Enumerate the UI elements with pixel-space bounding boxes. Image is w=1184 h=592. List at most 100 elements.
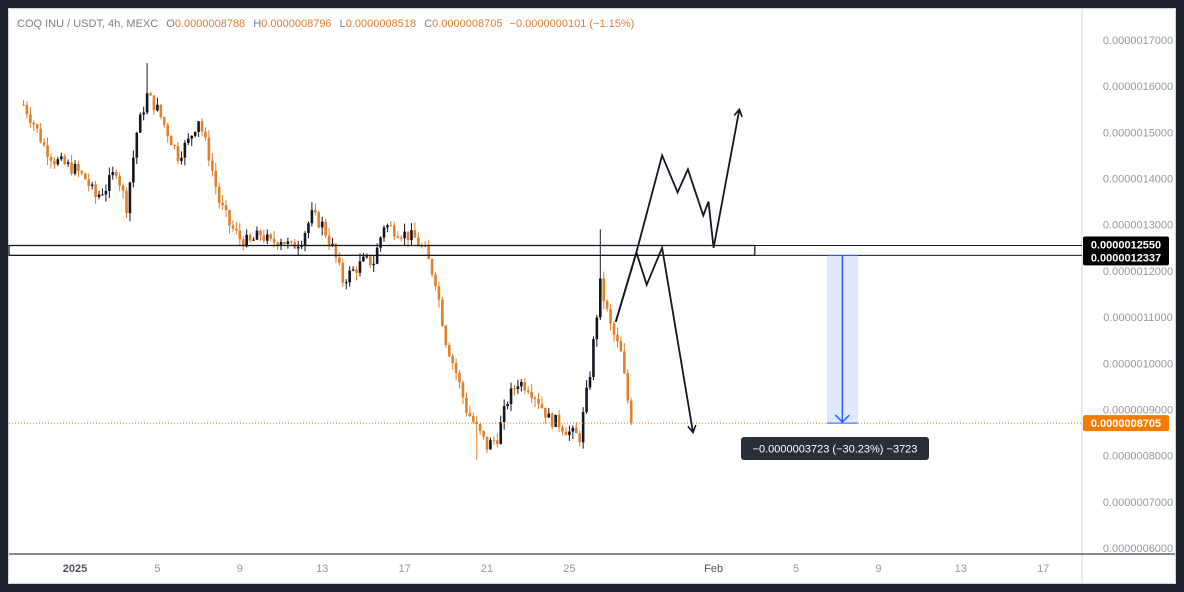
candle-body [368, 256, 372, 266]
candle-body [530, 392, 533, 398]
candle-body [592, 339, 595, 377]
candle-body [39, 128, 42, 143]
legend-high: 0.0000008796 [261, 18, 332, 30]
candle-body [32, 122, 36, 125]
candle-body [193, 131, 197, 136]
candle-body [496, 440, 499, 444]
price-tick-label: 0.0000007000 [1103, 497, 1173, 509]
candle-body [265, 234, 269, 241]
time-tick-label: 5 [154, 563, 160, 575]
candle-body [327, 235, 331, 245]
candle-body [564, 431, 568, 436]
candle-body [324, 221, 327, 236]
candle-body [190, 135, 194, 139]
zone-bottom-price-tag-box [1083, 249, 1169, 266]
candle-body [53, 160, 56, 165]
time-tick-label: 9 [237, 563, 243, 575]
candle-body [262, 235, 266, 241]
candle-body [623, 351, 626, 374]
price-tick-label: 0.0000014000 [1103, 174, 1173, 186]
candle-body [362, 256, 365, 262]
candle-body [317, 212, 321, 228]
candle-body [465, 397, 468, 413]
candle-body [355, 269, 358, 273]
candle-body [279, 242, 283, 246]
candle-body [492, 440, 496, 442]
candle-body [248, 234, 252, 241]
candle-body [56, 159, 60, 165]
candle-body [547, 413, 551, 418]
candle-body [475, 421, 478, 425]
candle-body [550, 413, 554, 427]
candle-body [169, 136, 173, 146]
measure-label: −0.0000003723 (−30.23%) −3723 [753, 444, 918, 456]
candle-body [520, 382, 523, 387]
time-tick-label: 25 [563, 563, 575, 575]
candle-body [135, 132, 139, 158]
candle-body [283, 242, 286, 244]
zone-top-price-tag: 0.0000012550 [1091, 240, 1161, 252]
legend-change: −0.0000000101 (−1.15%) [509, 18, 635, 30]
candle-body [571, 427, 575, 432]
candle-body [307, 223, 310, 234]
candle-body [145, 93, 149, 113]
time-tick-label: 5 [793, 563, 799, 575]
legend-open: 0.0000008788 [174, 18, 246, 30]
price-tick-label: 0.0000011000 [1103, 312, 1173, 324]
chart-frame: COQ INU / USDT, 4h, MEXC O0.0000008788 H… [8, 8, 1176, 584]
candle-body [118, 175, 121, 186]
candle-body [176, 146, 180, 161]
price-tick-label: 0.0000009000 [1103, 404, 1173, 416]
candle-body [173, 145, 176, 147]
candle-body [605, 301, 609, 309]
candle-body [602, 278, 606, 302]
candle-body [108, 175, 111, 191]
candle-body [80, 170, 84, 174]
candle-body [389, 225, 393, 227]
candle-body [259, 230, 262, 236]
candle-body [526, 390, 530, 393]
zone-top-price-tag-box [1083, 236, 1169, 253]
candle-body [540, 403, 544, 408]
candle-body [489, 440, 492, 450]
bullish-scenario-arrow [614, 107, 743, 322]
candle-body [386, 225, 389, 228]
candle-body [159, 104, 163, 118]
candle-body [94, 184, 97, 198]
candle-body [29, 114, 32, 123]
legend-low: 0.0000008518 [345, 18, 417, 30]
candle-body [482, 430, 485, 437]
legend-open-key: O [166, 18, 175, 30]
candle-body [427, 246, 430, 260]
candle-body [595, 317, 599, 340]
legend-close-key: C [424, 18, 433, 30]
candle-body [197, 121, 200, 132]
candle-body [70, 162, 73, 174]
candle-body [544, 407, 547, 418]
candle-body [396, 236, 400, 238]
candle-body [238, 230, 242, 240]
candle-body [533, 397, 537, 400]
bearish-scenario-arrow [614, 244, 697, 435]
candle-body [348, 270, 351, 283]
candle-body [138, 114, 142, 133]
candle-body [554, 414, 557, 427]
candle-body [314, 210, 317, 213]
candle-body [599, 278, 602, 318]
time-tick-label: 13 [316, 563, 328, 575]
price-tick-label: 0.0000006000 [1103, 543, 1173, 555]
candle-body [245, 234, 248, 247]
candle-body [506, 403, 509, 407]
candle-body [523, 382, 527, 391]
candle-body [111, 172, 115, 176]
candle-body [430, 259, 434, 275]
candle-body [310, 210, 314, 224]
candle-body [420, 245, 424, 247]
candle-body [42, 142, 46, 146]
candle-body [35, 124, 39, 129]
candle-body [296, 246, 300, 249]
candle-body [478, 424, 482, 431]
candle-body [454, 362, 458, 374]
candle-body [399, 237, 403, 239]
